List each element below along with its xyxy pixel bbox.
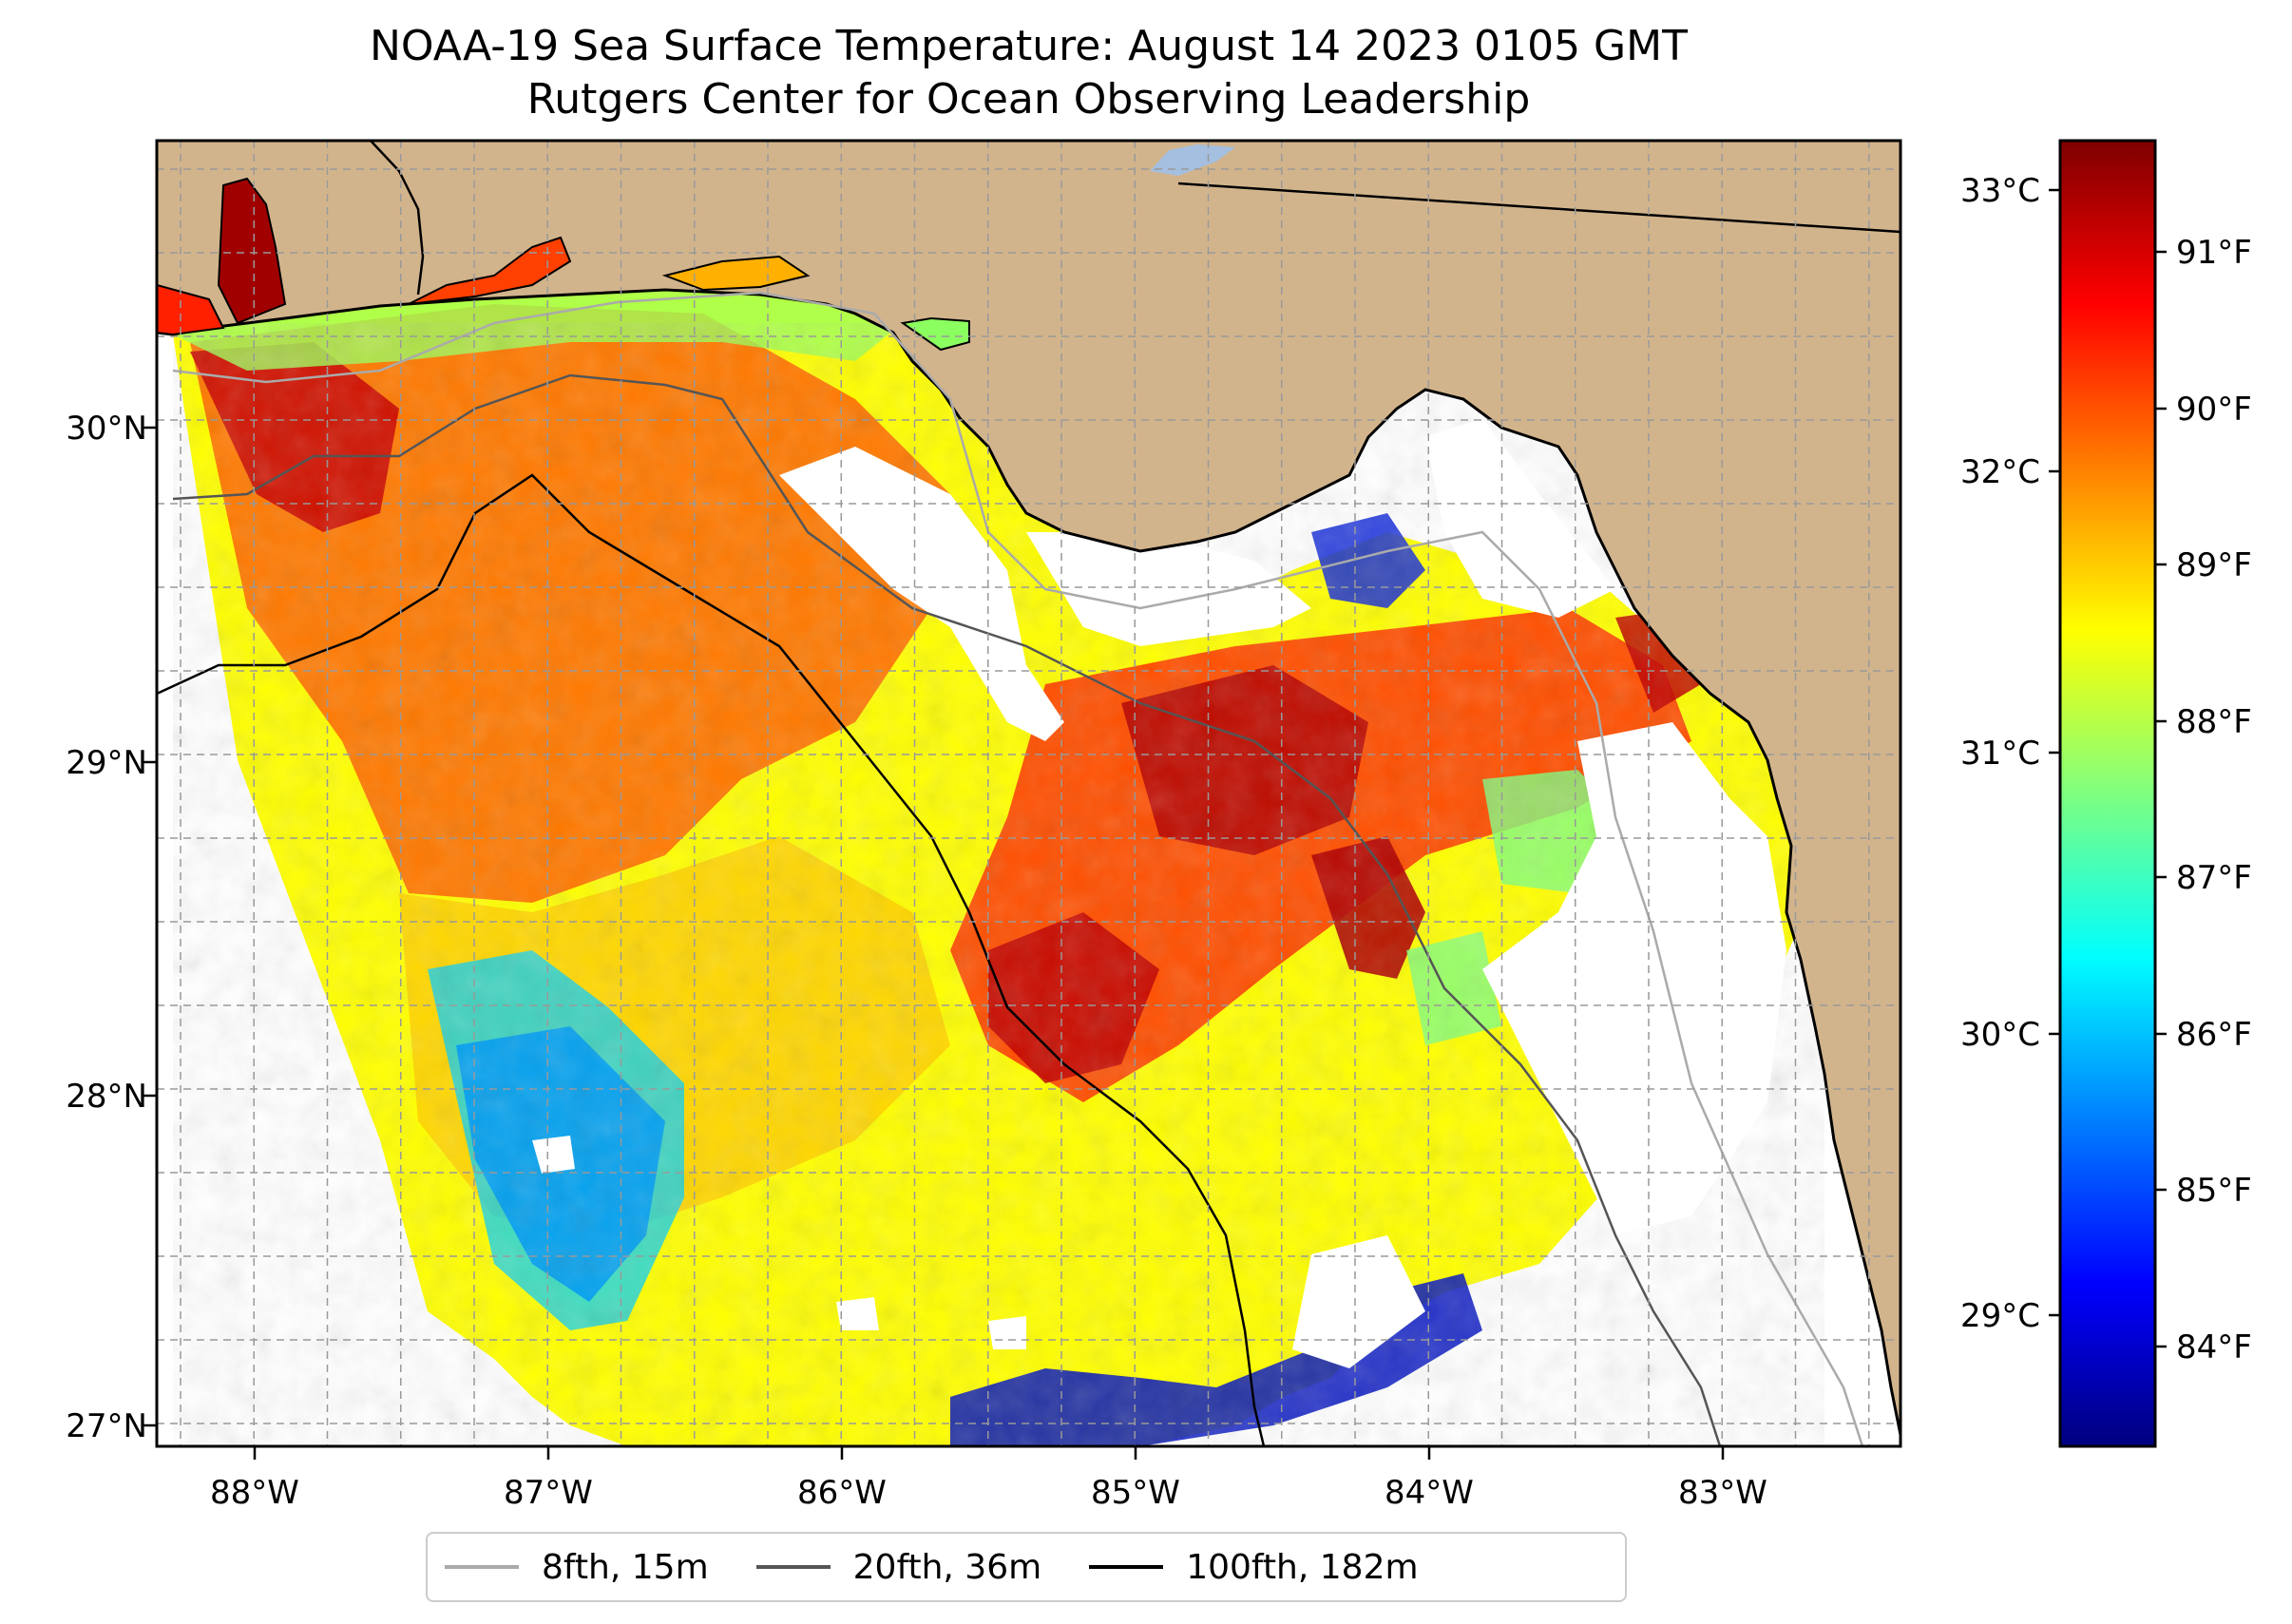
legend-item-100fth: 100fth, 182m xyxy=(1089,1547,1419,1587)
cbar-label-84f: 84°F xyxy=(2176,1328,2252,1366)
cbar-label-32c: 32°C xyxy=(1960,453,2040,491)
lat-label-29n: 29°N xyxy=(66,744,147,782)
legend-swatch-20fth xyxy=(755,1565,831,1569)
land-mass xyxy=(157,141,1900,1436)
lat-label-27n: 27°N xyxy=(66,1407,147,1445)
cbar-label-89f: 89°F xyxy=(2176,546,2252,584)
sst-noise-texture xyxy=(173,323,1824,1446)
cbar-label-86f: 86°F xyxy=(2176,1016,2252,1054)
legend-swatch-8fth xyxy=(445,1565,519,1569)
sst-cool-bigbend xyxy=(893,513,1425,608)
cbar-label-85f: 85°F xyxy=(2176,1172,2252,1210)
lat-label-30n: 30°N xyxy=(66,410,147,448)
state-boundary xyxy=(1177,182,1900,234)
map-panel xyxy=(157,141,1900,1446)
colorbar: 33°C 32°C 31°C 30°C 29°C 91°F 90°F 89°F … xyxy=(1960,139,2252,1448)
cbar-label-30c: 30°C xyxy=(1960,1016,2040,1054)
chart-title: NOAA-19 Sea Surface Temperature: August … xyxy=(370,22,1688,70)
isobath-8fth xyxy=(172,291,1864,1446)
cbar-label-91f: 91°F xyxy=(2176,234,2252,272)
gap-small-south xyxy=(836,1297,1026,1349)
al-fl-border xyxy=(370,141,425,296)
gap-apalachee-bay xyxy=(1026,532,1311,646)
mobile-bay-sst xyxy=(217,177,287,325)
gap-southeast xyxy=(1292,1235,1425,1368)
lake xyxy=(1150,144,1235,176)
cbar-label-31c: 31°C xyxy=(1960,735,2040,773)
chart-subtitle: Rutgers Center for Ocean Observing Leade… xyxy=(526,75,1531,124)
lon-label-87w: 87°W xyxy=(504,1474,593,1512)
lon-label-84w: 84°W xyxy=(1385,1474,1474,1512)
cbar-label-29c: 29°C xyxy=(1960,1297,2040,1335)
legend-label-8fth: 8fth, 15m xyxy=(542,1547,709,1587)
legend-label-20fth: 20fth, 36m xyxy=(852,1547,1042,1587)
gap-nature-coast xyxy=(1482,722,1786,1235)
isobath-100fth xyxy=(157,473,1266,1446)
legend-item-8fth: 8fth, 15m xyxy=(445,1548,709,1587)
lon-label-85w: 85°W xyxy=(1091,1474,1180,1512)
colorbar-ticks xyxy=(2049,188,2167,1348)
map-gridlines xyxy=(157,141,1900,1446)
legend-item-20fth: 20fth, 36m xyxy=(755,1547,1042,1587)
colorbar-bar xyxy=(2058,139,2157,1448)
cbar-label-33c: 33°C xyxy=(1960,172,2040,210)
legend-swatch-100fth xyxy=(1089,1565,1164,1569)
isobath-20fth xyxy=(172,373,1722,1446)
isobath-legend: 8fth, 15m 20fth, 36m 100fth, 182m xyxy=(426,1532,1627,1602)
cbar-label-88f: 88°F xyxy=(2176,703,2252,741)
legend-label-100fth: 100fth, 182m xyxy=(1186,1547,1419,1587)
gap-small-west xyxy=(532,1136,575,1174)
gap-big-bend-coast xyxy=(1425,418,1615,618)
choctawhatchee-bay-sst xyxy=(661,255,811,292)
cbar-label-90f: 90°F xyxy=(2176,391,2252,429)
perdido-bay-sst xyxy=(157,283,225,336)
no-data-gaps xyxy=(532,418,1786,1368)
pensacola-bay-sst xyxy=(408,236,572,305)
map-frame xyxy=(155,139,1902,1448)
lon-label-83w: 83°W xyxy=(1678,1474,1767,1512)
sst-swath xyxy=(173,285,1824,1446)
lon-label-86w: 86°W xyxy=(797,1474,887,1512)
lat-label-28n: 28°N xyxy=(66,1078,147,1116)
cbar-label-87f: 87°F xyxy=(2176,859,2252,897)
lon-label-88w: 88°W xyxy=(210,1474,299,1512)
map-axis-ticks xyxy=(143,426,1725,1460)
gap-nearshore-panhandle xyxy=(779,447,1064,741)
st-andrew-bay-sst xyxy=(900,316,970,352)
